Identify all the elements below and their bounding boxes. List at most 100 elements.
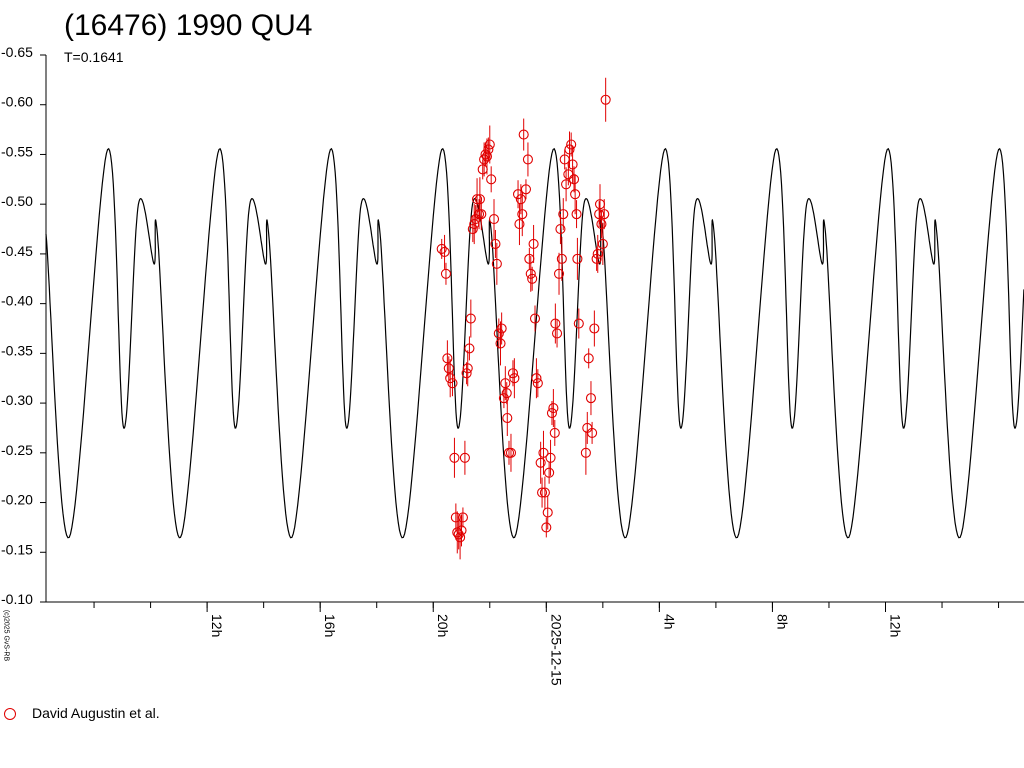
- data-point: [567, 159, 578, 170]
- data-point: [542, 507, 553, 518]
- data-point: [474, 194, 485, 205]
- data-point: [556, 253, 567, 264]
- data-point: [522, 154, 533, 165]
- data-point: [551, 328, 563, 339]
- x-tick-label: 4h: [661, 614, 677, 630]
- data-point: [483, 144, 494, 155]
- data-point: [532, 378, 543, 389]
- data-point: [439, 246, 450, 257]
- x-tick-label: 8h: [774, 614, 790, 630]
- data-point: [585, 393, 597, 404]
- data-point: [459, 452, 470, 463]
- data-point: [481, 151, 492, 162]
- y-tick-label: -0.65: [1, 44, 33, 60]
- y-tick-label: -0.30: [1, 392, 33, 408]
- data-point: [464, 343, 475, 354]
- x-tick-label: 20h: [435, 614, 451, 637]
- data-point: [449, 452, 460, 463]
- data-point: [501, 388, 512, 399]
- data-point: [462, 363, 473, 374]
- data-point: [580, 447, 591, 458]
- data-point: [507, 368, 519, 379]
- data-point: [561, 179, 572, 190]
- data-point: [456, 525, 467, 536]
- data-point: [571, 209, 582, 220]
- data-point: [518, 129, 529, 140]
- legend-marker-icon: [4, 708, 16, 721]
- data-point: [550, 318, 561, 329]
- data-point: [599, 209, 610, 220]
- x-axis-ticks: 12h 16h 20h 2025-12-15 4h 8h 12h: [93, 602, 1000, 686]
- data-point: [502, 412, 513, 424]
- data-point: [517, 209, 528, 220]
- data-point: [592, 248, 603, 259]
- data-point: [442, 353, 453, 364]
- data-point: [528, 238, 539, 250]
- data-point: [553, 268, 565, 279]
- legend-label: David Augustin et al.: [32, 705, 160, 721]
- y-tick-label: -0.40: [1, 293, 33, 309]
- data-point: [545, 452, 556, 463]
- data-point: [440, 268, 452, 279]
- data-point: [520, 184, 532, 195]
- data-point: [447, 378, 458, 389]
- data-point: [558, 209, 569, 220]
- y-tick-label: -0.45: [1, 243, 33, 259]
- data-point: [486, 174, 497, 185]
- data-points: [436, 77, 611, 560]
- y-tick-label: -0.15: [1, 541, 33, 557]
- data-point: [505, 447, 517, 458]
- data-point: [527, 273, 538, 284]
- data-point: [544, 467, 555, 478]
- data-point: [500, 378, 511, 389]
- data-point: [568, 174, 580, 185]
- data-point: [555, 223, 566, 235]
- data-point: [491, 258, 502, 269]
- data-point: [445, 373, 456, 384]
- data-point: [570, 189, 581, 200]
- data-point: [455, 532, 466, 543]
- data-point: [531, 373, 542, 384]
- data-point: [461, 368, 472, 379]
- data-point: [538, 447, 549, 458]
- y-tick-label: -0.20: [1, 492, 33, 508]
- data-point: [490, 238, 501, 250]
- data-point: [484, 139, 495, 150]
- y-tick-label: -0.25: [1, 442, 33, 458]
- data-point: [495, 338, 506, 349]
- data-point: [515, 194, 526, 205]
- data-point: [594, 209, 605, 220]
- data-point: [587, 427, 598, 438]
- data-point: [443, 363, 454, 374]
- data-point: [467, 223, 478, 235]
- y-tick-label: -0.50: [1, 193, 33, 209]
- x-tick-label: 16h: [322, 614, 338, 637]
- data-point: [596, 219, 607, 230]
- data-point: [597, 238, 608, 250]
- data-point: [539, 487, 550, 498]
- data-point: [548, 403, 559, 414]
- data-point: [496, 323, 507, 334]
- data-point: [476, 209, 487, 220]
- data-point: [436, 243, 447, 254]
- x-tick-label: 12h: [887, 614, 903, 637]
- data-point: [546, 407, 558, 419]
- data-point: [600, 94, 611, 105]
- data-point: [493, 328, 504, 339]
- data-point: [589, 323, 600, 334]
- legend: David Augustin et al.: [4, 704, 160, 722]
- chart-subtitle: T=0.1641: [64, 49, 124, 65]
- data-point: [583, 353, 594, 364]
- y-tick-label: -0.10: [1, 591, 33, 607]
- data-point: [572, 253, 583, 264]
- x-tick-label: 12h: [209, 614, 225, 637]
- data-point: [573, 318, 584, 329]
- y-tick-label: -0.55: [1, 143, 33, 159]
- data-point: [488, 214, 500, 225]
- y-axis-ticks: -0.65 -0.60 -0.55 -0.50 -0.45 -0.40 -0.35 -0.30…: [1, 44, 46, 607]
- data-point: [541, 522, 552, 533]
- data-point: [535, 457, 546, 468]
- y-tick-label: -0.35: [1, 342, 33, 358]
- data-point: [537, 487, 548, 498]
